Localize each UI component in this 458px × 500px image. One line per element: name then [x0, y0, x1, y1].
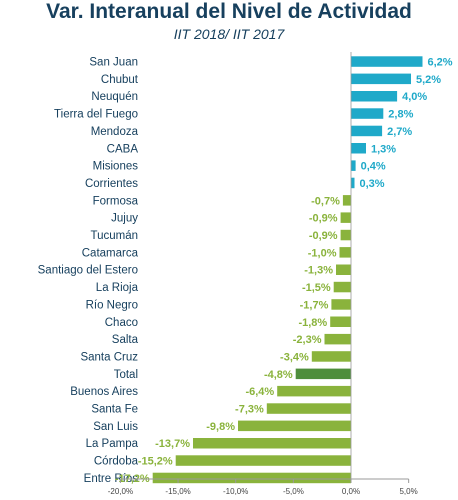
category-label-la-rioja: La Rioja [96, 282, 139, 294]
category-label-mendoza: Mendoza [91, 126, 139, 138]
bar-catamarca [339, 247, 351, 258]
category-label-formosa: Formosa [93, 195, 139, 207]
category-label-san-juan: San Juan [89, 57, 138, 69]
bar-corrientes [351, 177, 355, 189]
category-label-corrientes: Corrientes [85, 178, 138, 190]
category-label-catamarca: Catamarca [82, 247, 139, 259]
value-label-misiones: 0,4% [361, 161, 386, 173]
bar-la-rioja [333, 281, 351, 293]
bar-mendoza [351, 125, 383, 137]
bar-total [295, 368, 351, 380]
value-label-formosa: -0,7% [311, 195, 340, 207]
value-label-tucuman: -0,9% [309, 230, 338, 242]
bar-buenos-aires [277, 385, 351, 397]
category-label-la-pampa: La Pampa [86, 438, 139, 450]
bar-formosa [342, 195, 351, 206]
x-tick-label: -5,0% [283, 487, 304, 496]
bar-caba [351, 143, 366, 154]
bar-salta [324, 333, 351, 345]
category-label-chubut: Chubut [101, 74, 139, 86]
bar-jujuy [340, 212, 351, 223]
category-label-buenos-aires: Buenos Aires [70, 386, 138, 398]
category-label-santa-cruz: Santa Cruz [80, 352, 138, 364]
value-label-la-rioja: -1,5% [302, 282, 331, 294]
chart-title: Var. Interanual del Nivel de Actividad [46, 0, 412, 23]
bar-chubut [351, 73, 411, 85]
category-label-santiago-del-estero: Santiago del Estero [38, 265, 138, 277]
value-label-mendoza: 2,7% [387, 126, 412, 138]
x-tick-label: 0,0% [342, 487, 360, 496]
value-label-santiago-del-estero: -1,3% [304, 265, 333, 277]
value-label-la-pampa: -13,7% [155, 438, 190, 450]
bar-santiago-del-estero [336, 264, 351, 275]
x-tick-label: -10,0% [223, 487, 248, 496]
bar-chaco [330, 316, 351, 327]
bar-neuquen [351, 91, 398, 102]
value-label-caba: 1,3% [371, 143, 396, 155]
category-label-entre-rios: Entre Ríos [84, 473, 139, 485]
category-label-total: Total [114, 369, 138, 381]
value-label-catamarca: -1,0% [308, 247, 337, 259]
value-label-chubut: 5,2% [416, 74, 441, 86]
category-label-cordoba: Córdoba [94, 456, 139, 468]
category-label-caba: CABA [107, 143, 139, 155]
category-label-san-luis: San Luis [93, 421, 138, 433]
value-label-chaco: -1,8% [298, 317, 327, 329]
value-label-neuquen: 4,0% [402, 91, 427, 103]
bar-san-juan [351, 56, 423, 67]
value-label-total: -4,8% [264, 369, 293, 381]
category-label-tierra-del-fuego: Tierra del Fuego [54, 109, 138, 121]
value-label-san-luis: -9,8% [206, 421, 235, 433]
category-label-neuquen: Neuquén [91, 91, 138, 103]
value-label-jujuy: -0,9% [309, 213, 338, 225]
value-label-rio-negro: -1,7% [300, 299, 329, 311]
bar-rio-negro [331, 299, 351, 310]
bar-entre-rios [152, 472, 351, 484]
value-label-tierra-del-fuego: 2,8% [388, 109, 413, 121]
value-label-corrientes: 0,3% [360, 178, 385, 190]
category-label-misiones: Misiones [93, 161, 139, 173]
category-label-santa-fe: Santa Fe [91, 404, 138, 416]
category-label-chaco: Chaco [105, 317, 138, 329]
value-label-cordoba: -15,2% [138, 456, 173, 468]
bar-tierra-del-fuego [351, 108, 384, 119]
category-label-salta: Salta [112, 334, 139, 346]
category-label-jujuy: Jujuy [111, 213, 138, 225]
value-label-santa-fe: -7,3% [235, 404, 264, 416]
value-label-santa-cruz: -3,4% [280, 352, 309, 364]
x-tick-label: -15,0% [165, 487, 190, 496]
value-label-buenos-aires: -6,4% [245, 386, 274, 398]
value-label-salta: -2,3% [293, 334, 322, 346]
x-tick-label: 5,0% [399, 487, 417, 496]
bar-tucuman [340, 229, 351, 241]
value-label-san-juan: 6,2% [428, 57, 453, 69]
bar-cordoba [175, 455, 351, 466]
category-label-rio-negro: Río Negro [86, 299, 138, 311]
bar-san-luis [238, 420, 351, 432]
bar-santa-fe [266, 403, 351, 414]
bar-la-pampa [193, 438, 351, 449]
bar-santa-cruz [311, 351, 351, 362]
category-label-tucuman: Tucumán [90, 230, 138, 242]
chart-subtitle: IIT 2018/ IIT 2017 [173, 26, 285, 42]
x-tick-label: -20,0% [108, 487, 133, 496]
bar-misiones [351, 160, 356, 171]
